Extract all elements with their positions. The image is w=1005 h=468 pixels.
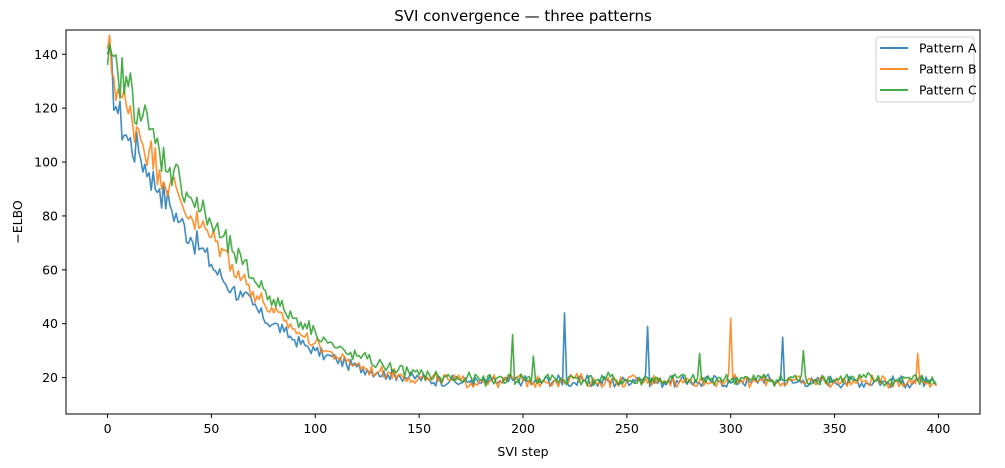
y-tick-label: 40	[42, 316, 58, 331]
series-lines	[106, 34, 938, 389]
x-tick-label: 100	[303, 421, 327, 436]
series-line-pattern-c	[106, 43, 937, 388]
y-tick-label: 80	[42, 208, 58, 223]
legend-label: Pattern B	[919, 62, 977, 77]
x-tick-label: 200	[511, 421, 535, 436]
y-tick-label: 100	[34, 155, 58, 170]
chart-title: SVI convergence — three patterns	[394, 7, 652, 25]
y-axis-label: −ELBO	[10, 200, 25, 244]
legend-box	[875, 36, 975, 103]
y-axis-ticks: 20 40 60 80 100 120 140	[34, 47, 66, 385]
x-tick-label: 50	[203, 421, 219, 436]
x-tick-label: 350	[823, 421, 847, 436]
y-tick-label: 140	[34, 47, 58, 62]
y-tick-label: 20	[42, 370, 58, 385]
y-tick-label: 60	[42, 262, 58, 277]
legend-label: Pattern C	[919, 83, 977, 98]
x-tick-label: 400	[927, 421, 951, 436]
x-tick-label: 150	[407, 421, 431, 436]
x-axis-ticks: 0 50 100 150 200 250 300 350 400	[104, 414, 951, 436]
y-tick-label: 120	[34, 101, 58, 116]
x-tick-label: 250	[615, 421, 639, 436]
legend-label: Pattern A	[919, 41, 977, 56]
series-line-pattern-b	[106, 34, 938, 389]
series-line-pattern-a	[106, 45, 938, 389]
legend: Pattern A Pattern B Pattern C	[875, 36, 977, 103]
x-tick-label: 0	[104, 421, 112, 436]
x-axis-label: SVI step	[497, 444, 548, 459]
x-tick-label: 300	[719, 421, 743, 436]
